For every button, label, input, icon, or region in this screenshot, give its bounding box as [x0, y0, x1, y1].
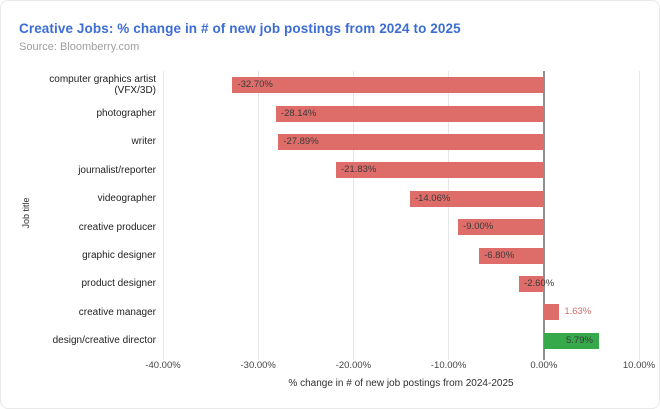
category-label: videographer: [97, 193, 156, 205]
category-label: photographer: [96, 108, 157, 120]
category-label: creative manager: [78, 306, 156, 318]
bar: [543, 332, 599, 349]
x-tick-label: -40.00%: [145, 360, 181, 371]
bar-value-label: -6.80%: [484, 249, 515, 261]
plot-area: -32.70% -28.14% -27.89% -21.83% -14.06% -9.00…: [162, 71, 640, 360]
bar-value-label: -32.70%: [237, 79, 273, 91]
chart-source: Source: Bloomberry.com: [19, 41, 140, 53]
gridline: [638, 71, 640, 360]
bar-value-label: 1.63%: [564, 306, 592, 318]
x-tick-label: 0.00%: [530, 360, 558, 371]
category-label: writer: [131, 136, 156, 148]
category-label: graphic designer: [82, 250, 156, 262]
category-label: product designer: [81, 278, 157, 290]
bar-value-label: -28.14%: [280, 107, 317, 119]
bar: [543, 304, 560, 321]
bar-value-label: -14.06%: [414, 192, 451, 204]
x-tick-label: -30.00%: [240, 360, 276, 371]
bar-value-label: -21.83%: [340, 164, 377, 176]
zero-axis-line: [542, 71, 545, 360]
gridline: [257, 71, 259, 360]
category-label: design/creative director: [52, 335, 156, 347]
bar: [458, 219, 544, 236]
category-label: journalist/reporter: [78, 164, 156, 176]
bar-value-label: -2.60%: [524, 278, 555, 289]
bar: [275, 105, 544, 122]
bar-value-label: -9.00%: [463, 221, 494, 233]
category-axis: computer graphics artist (VFX/3D) photogr…: [11, 71, 156, 355]
x-tick-label: 10.00%: [622, 360, 656, 371]
bar: [278, 134, 544, 150]
category-label: creative producer: [78, 221, 156, 233]
bar: [519, 276, 544, 292]
gridline: [352, 71, 354, 360]
x-axis-title: % change in # of new job postings from 2…: [288, 378, 514, 389]
bar: [409, 190, 544, 207]
x-tick-label: -20.00%: [335, 360, 372, 371]
bar: [232, 77, 544, 94]
gridline: [162, 71, 164, 360]
category-label: computer graphics artist (VFX/3D): [49, 74, 156, 97]
bar: [479, 247, 544, 264]
chart-title: Creative Jobs: % change in # of new job …: [19, 21, 461, 36]
gridline: [448, 71, 450, 360]
bar: [335, 162, 544, 179]
bar-value-label: 5.79%: [565, 334, 593, 346]
x-tick-label: -10.00%: [430, 360, 467, 371]
bar-value-label: -27.89%: [283, 136, 319, 147]
